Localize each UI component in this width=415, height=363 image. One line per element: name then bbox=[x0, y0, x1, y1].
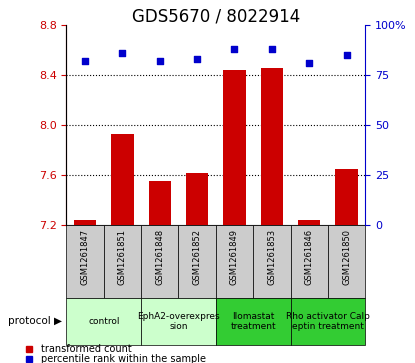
Bar bbox=[290, 225, 328, 298]
Bar bbox=[111, 134, 134, 225]
Point bbox=[269, 46, 275, 52]
Text: control: control bbox=[88, 317, 120, 326]
Bar bbox=[104, 225, 141, 298]
Bar bbox=[216, 298, 290, 345]
Text: GSM1261853: GSM1261853 bbox=[267, 229, 276, 285]
Text: GSM1261852: GSM1261852 bbox=[193, 229, 202, 285]
Bar bbox=[149, 182, 171, 225]
Text: GSM1261851: GSM1261851 bbox=[118, 229, 127, 285]
Text: GSM1261849: GSM1261849 bbox=[230, 229, 239, 285]
Bar bbox=[290, 298, 365, 345]
Text: transformed count: transformed count bbox=[41, 344, 132, 354]
Bar bbox=[141, 298, 216, 345]
Bar bbox=[141, 225, 178, 298]
Bar bbox=[66, 298, 141, 345]
Point bbox=[119, 50, 126, 56]
Text: GSM1261847: GSM1261847 bbox=[81, 229, 90, 285]
Bar bbox=[335, 169, 358, 225]
Bar bbox=[74, 220, 96, 225]
Bar bbox=[66, 225, 104, 298]
Bar bbox=[178, 225, 216, 298]
Bar bbox=[216, 225, 253, 298]
Text: protocol ▶: protocol ▶ bbox=[8, 316, 62, 326]
Text: GSM1261848: GSM1261848 bbox=[155, 229, 164, 285]
Title: GDS5670 / 8022914: GDS5670 / 8022914 bbox=[132, 7, 300, 25]
Point bbox=[343, 52, 350, 58]
Text: EphA2-overexpres
sion: EphA2-overexpres sion bbox=[137, 311, 220, 331]
Point bbox=[231, 46, 238, 52]
Bar bbox=[253, 225, 290, 298]
Text: Ilomastat
treatment: Ilomastat treatment bbox=[230, 311, 276, 331]
Point bbox=[156, 58, 163, 64]
Bar bbox=[261, 68, 283, 225]
Bar bbox=[328, 225, 365, 298]
Bar bbox=[298, 220, 320, 225]
Bar bbox=[223, 70, 246, 225]
Text: Rho activator Calp
eptin treatment: Rho activator Calp eptin treatment bbox=[286, 311, 370, 331]
Point bbox=[82, 58, 88, 64]
Text: GSM1261850: GSM1261850 bbox=[342, 229, 351, 285]
Bar bbox=[186, 173, 208, 225]
Point bbox=[306, 60, 312, 66]
Text: percentile rank within the sample: percentile rank within the sample bbox=[41, 354, 206, 363]
Point bbox=[194, 56, 200, 62]
Text: GSM1261846: GSM1261846 bbox=[305, 229, 314, 285]
